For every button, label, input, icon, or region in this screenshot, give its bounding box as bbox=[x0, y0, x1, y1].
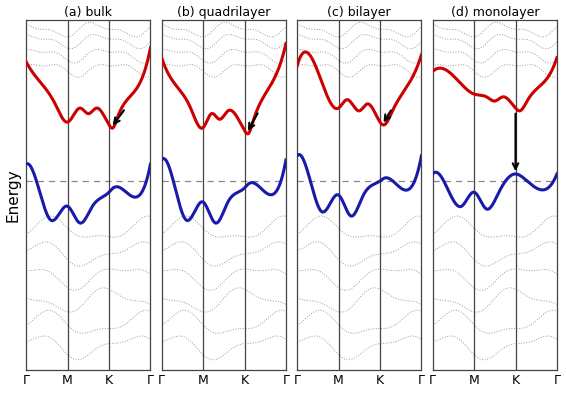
Title: (b) quadrilayer: (b) quadrilayer bbox=[177, 6, 271, 18]
Title: (d) monolayer: (d) monolayer bbox=[451, 6, 539, 18]
Title: (a) bulk: (a) bulk bbox=[65, 6, 112, 18]
Title: (c) bilayer: (c) bilayer bbox=[328, 6, 391, 18]
Y-axis label: Energy: Energy bbox=[6, 168, 20, 222]
